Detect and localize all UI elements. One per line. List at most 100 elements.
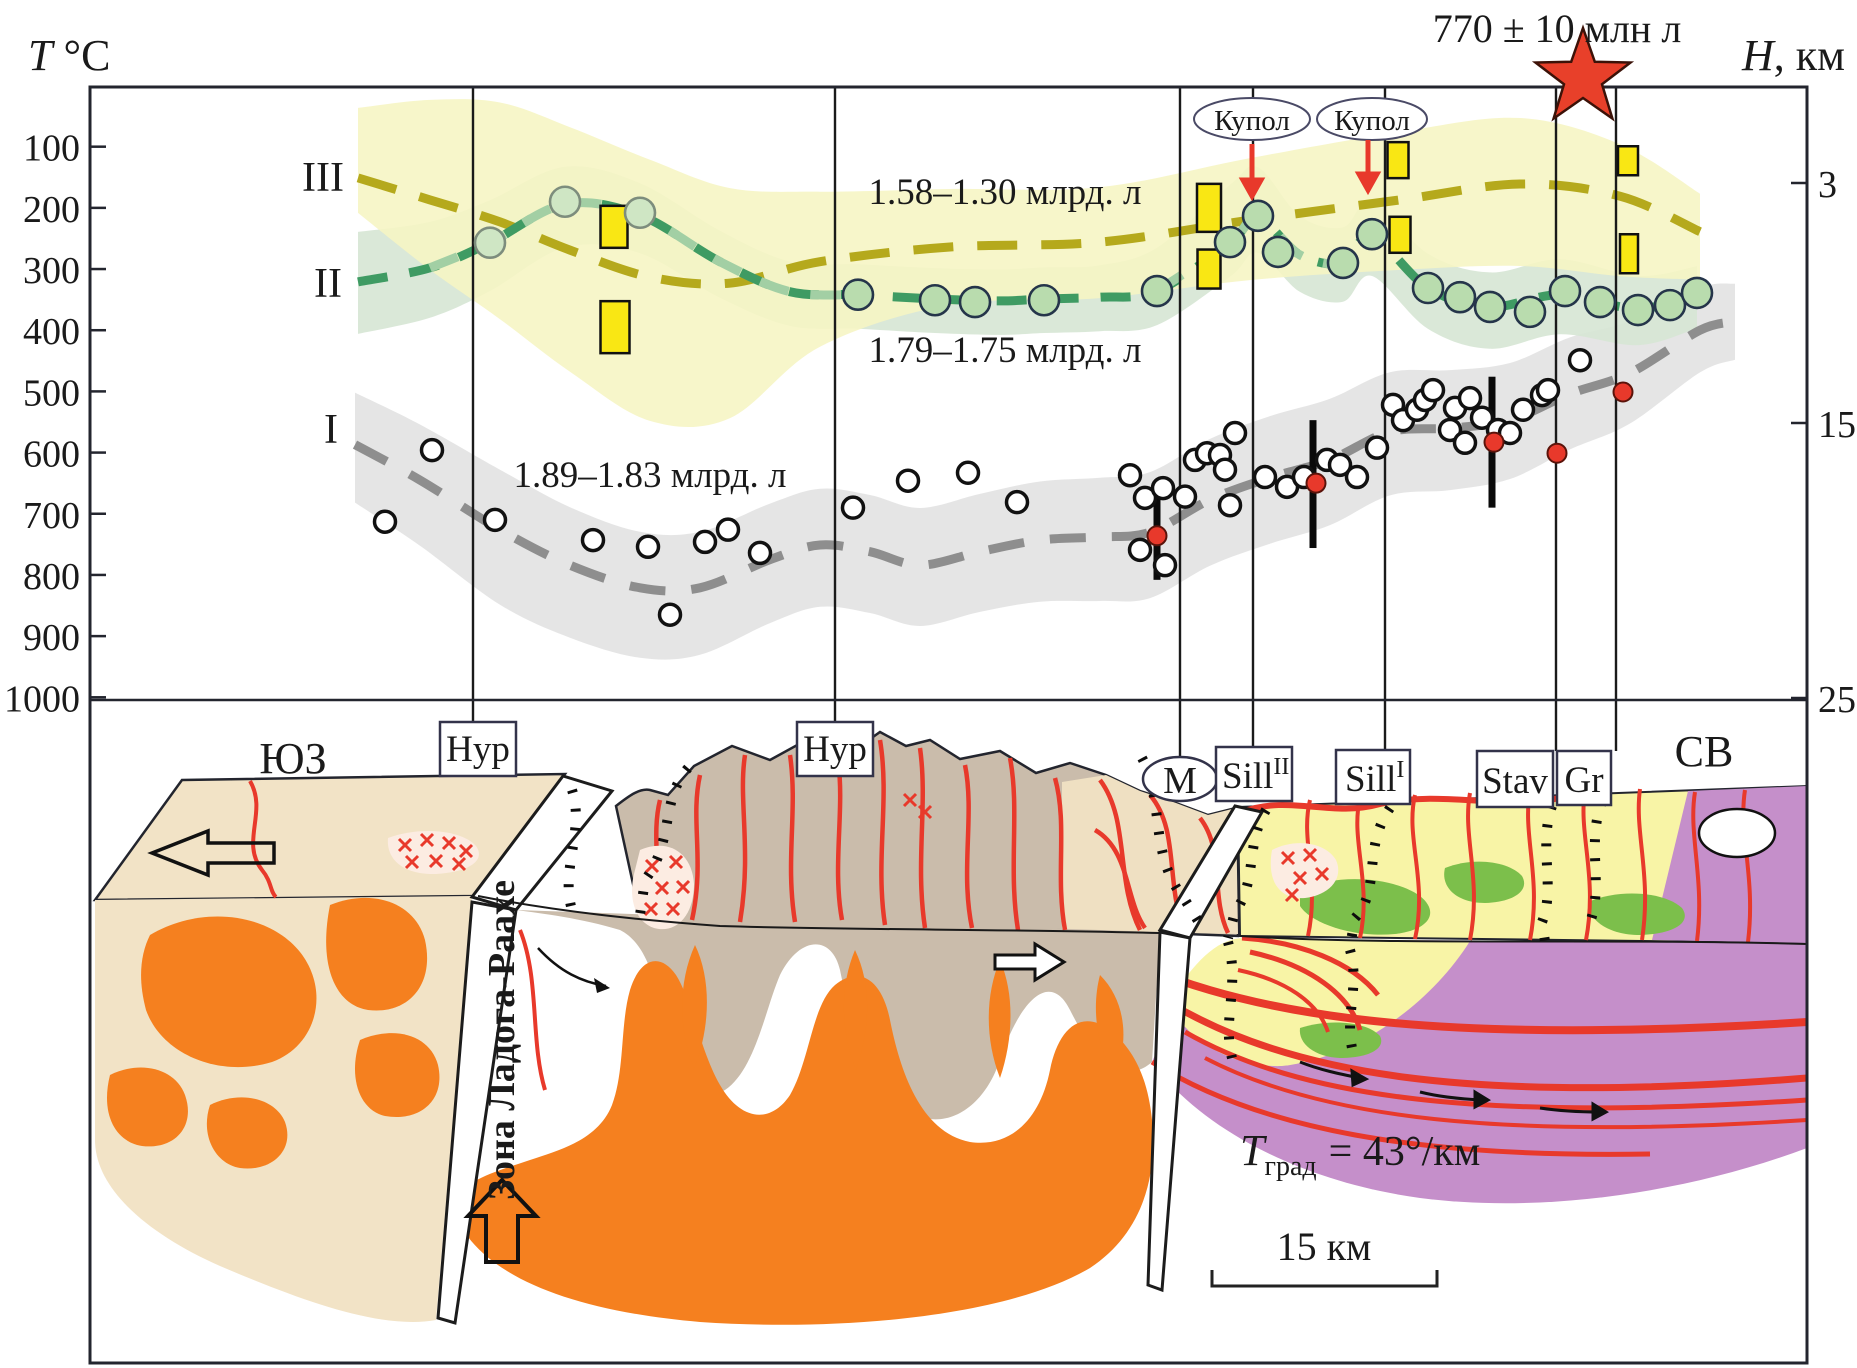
red-cross-icon — [644, 858, 660, 874]
red-cross-icon — [1302, 847, 1318, 863]
pt-green-circle — [1241, 199, 1275, 233]
pt-green-circle — [958, 285, 992, 319]
pt-open-circle — [657, 602, 683, 627]
scalebar — [1210, 1270, 1439, 1288]
pt-open-circle — [372, 509, 398, 534]
pt-open-circle — [1222, 420, 1248, 446]
left-tick-label: 400 — [23, 311, 80, 353]
pt-open-circle — [1364, 435, 1390, 460]
left-tick-label: 100 — [23, 128, 80, 170]
pt-green-circle — [1513, 295, 1547, 329]
pt-open-circle — [1132, 485, 1158, 511]
pt-sample-square — [599, 204, 629, 250]
lake-oval — [1697, 807, 1777, 859]
pt-open-circle — [1497, 420, 1523, 446]
pt-green-circle — [1326, 246, 1360, 280]
pt-open-circle — [1212, 457, 1238, 482]
age-label-II: 1.79–1.75 млрд. л — [869, 330, 1142, 371]
pt-green-circle — [1621, 293, 1655, 327]
magma-orange — [106, 897, 1154, 1325]
flow-arrow-icons — [1299, 1060, 1610, 1122]
left-tick-label: 1000 — [4, 678, 80, 720]
right-tick-label: 3 — [1818, 164, 1837, 206]
pt-sample-square — [599, 299, 631, 355]
pt-open-circle — [955, 460, 981, 486]
scalebar-label: 15 км — [1277, 1224, 1372, 1269]
pt-open-circle — [482, 507, 508, 533]
red-cross-icon — [441, 835, 457, 851]
star-icon — [1531, 24, 1635, 122]
curve-label-I: I — [324, 407, 338, 453]
dome-label-2: Купол — [1334, 105, 1410, 137]
star-age-label: 770 ± 10 млн л — [1433, 6, 1682, 51]
pt-green-circle — [1411, 271, 1445, 305]
pt-open-circle — [419, 437, 445, 463]
data-points — [372, 140, 1714, 627]
pt-open-circle — [747, 540, 773, 566]
pt-red-dot — [1546, 442, 1568, 464]
green-unit-patches — [1299, 861, 1685, 1058]
pt-sample-square — [1618, 232, 1640, 275]
left-tick-label: 800 — [23, 556, 80, 598]
age-label-I: 1.89–1.83 млрд. л — [514, 455, 787, 496]
pt-open-circle — [1567, 347, 1593, 373]
red-cross-icon — [902, 792, 918, 808]
pt-open-circle — [1150, 475, 1176, 501]
curve-label-III: III — [302, 155, 344, 201]
pt-open-circle — [635, 534, 661, 560]
tgrad-label: Tград = 43°/км — [1240, 1126, 1480, 1182]
red-cross-icon — [1292, 870, 1308, 886]
red-cross-icon — [1314, 866, 1330, 882]
pt-sample-square — [1196, 248, 1222, 290]
red-cross-marks — [397, 792, 1330, 917]
pt-open-circle — [1117, 462, 1143, 488]
pt-green-circle — [1548, 274, 1582, 308]
pt-sample-square — [1386, 140, 1410, 180]
dome-oval-1 — [1193, 97, 1311, 141]
pt-green-circle — [473, 226, 507, 260]
pt-open-circle — [1217, 492, 1243, 518]
red-cross-icon — [668, 854, 684, 870]
pt-open-circle — [1152, 552, 1178, 578]
red-cross-icon — [428, 853, 444, 869]
curve-label-II: II — [314, 261, 342, 307]
red-cross-icon — [1280, 850, 1296, 866]
red-cross-icon — [404, 854, 420, 870]
pt-open-circle — [1127, 537, 1153, 563]
hinge-line — [477, 895, 1161, 934]
pt-red-dot — [1612, 381, 1634, 403]
pt-green-circle — [841, 278, 875, 312]
extension-arrow-right-icon — [993, 941, 1067, 983]
marker-label-nur-1: Нур — [446, 729, 510, 770]
red-cross-icon — [917, 804, 933, 820]
compass-ne: СВ — [1675, 727, 1734, 776]
pt-open-circle — [895, 468, 921, 493]
marker-label-m: M — [1163, 760, 1197, 802]
pt-green-circle — [1213, 225, 1247, 259]
marker-label-gr: Gr — [1564, 760, 1603, 801]
pt-green-circle — [1653, 288, 1687, 322]
band-I — [355, 283, 1735, 660]
red-cross-icon — [451, 856, 467, 872]
left-tick-label: 200 — [23, 189, 80, 231]
marker-label-stav: Stav — [1482, 761, 1548, 802]
pt-green-circle — [1583, 285, 1617, 319]
left-tick-label: 300 — [23, 250, 80, 292]
pt-open-circle — [1457, 385, 1483, 411]
left-tick-label: 600 — [23, 434, 80, 476]
pt-green-circle — [1140, 274, 1174, 308]
compass-sw: ЮЗ — [259, 734, 326, 783]
left-tick-label: 500 — [23, 372, 80, 414]
pt-red-dot — [1146, 525, 1168, 547]
red-cross-icon — [665, 901, 681, 917]
pt-green-circle — [1027, 283, 1061, 317]
marker-label-nur-2: Нур — [803, 729, 867, 770]
marker-label-sill2: SillII — [1222, 754, 1289, 797]
pt-red-dot — [1305, 472, 1327, 494]
dome-oval-2 — [1316, 97, 1428, 141]
left-tick-label: 700 — [23, 495, 80, 537]
pt-sample-square — [1388, 215, 1412, 255]
pt-open-circle — [1437, 417, 1463, 443]
